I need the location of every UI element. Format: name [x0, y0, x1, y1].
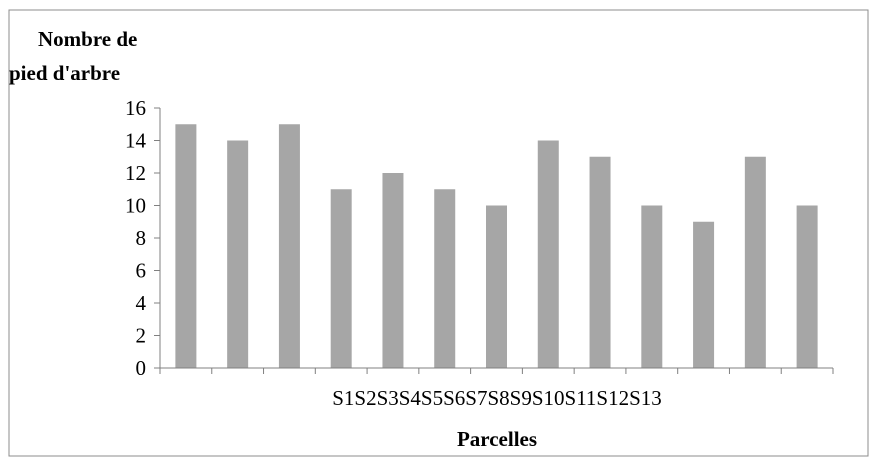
y-tick-label: 12 — [125, 161, 146, 185]
bar-s4 — [330, 189, 352, 368]
bar-s5 — [382, 173, 404, 368]
y-tick-label: 16 — [125, 96, 146, 120]
bar-s8 — [537, 140, 559, 368]
y-tick-label: 6 — [136, 259, 147, 283]
bar-s3 — [278, 124, 300, 368]
y-tick-label: 2 — [136, 324, 147, 348]
y-axis-title-line-1: Nombre de — [38, 27, 137, 51]
y-tick-label: 14 — [125, 129, 147, 153]
y-tick-label: 0 — [136, 356, 147, 380]
y-tick-label: 4 — [136, 291, 147, 315]
bar-s9 — [589, 156, 611, 368]
x-axis — [159, 367, 834, 374]
bar-s10 — [641, 205, 663, 368]
bar-s1 — [175, 124, 197, 368]
y-axis: 0 2 4 6 8 10 12 14 16 — [125, 96, 161, 380]
bar-s12 — [744, 156, 766, 368]
bar-s6 — [434, 189, 456, 368]
y-tick-label: 8 — [136, 226, 147, 250]
y-axis-title-line-2: pied d'arbre — [9, 61, 120, 85]
bar-s7 — [486, 205, 507, 368]
bar-s11 — [693, 221, 715, 368]
bar-s2 — [227, 140, 249, 368]
x-axis-title: Parcelles — [457, 427, 537, 451]
bar-series — [175, 124, 818, 368]
bar-s13 — [796, 205, 818, 368]
x-tick-labels: S1S2S3S4S5S6S7S8S9S10S11S12S13 — [332, 386, 662, 410]
y-tick-label: 10 — [125, 194, 146, 218]
